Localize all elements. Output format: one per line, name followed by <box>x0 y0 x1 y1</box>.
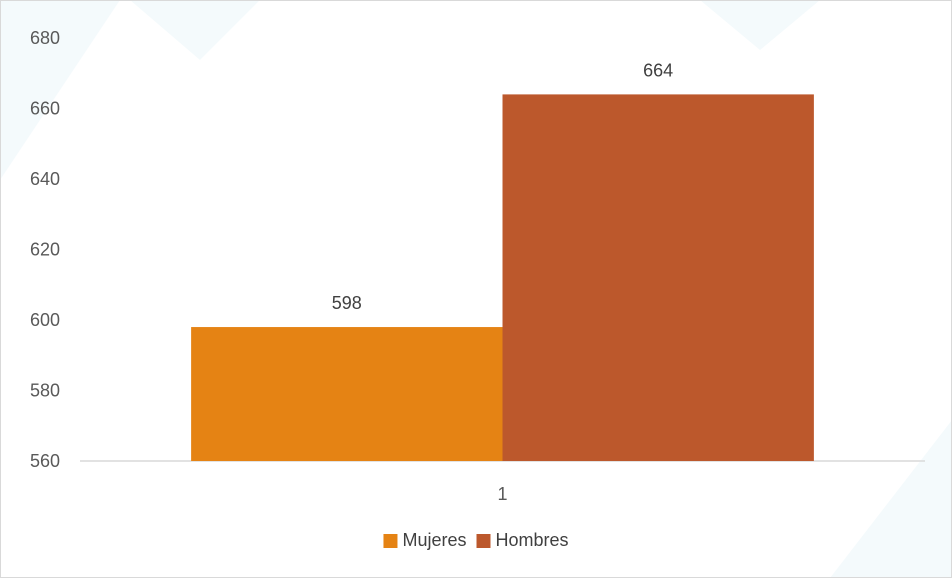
y-tick-label: 620 <box>30 240 60 260</box>
legend-swatch-mujeres <box>383 534 398 548</box>
bar-hombres <box>502 94 814 462</box>
legend-label-hombres: Hombres <box>496 530 569 550</box>
legend-label-mujeres: Mujeres <box>402 530 466 550</box>
bars-group <box>191 94 814 462</box>
x-tick-label: 1 <box>497 484 507 504</box>
y-tick-label: 580 <box>30 381 60 401</box>
legend-swatch-hombres <box>476 534 491 548</box>
data-label-mujeres: 598 <box>332 293 362 313</box>
y-axis-ticks: 560 580 600 620 640 660 680 <box>30 28 60 471</box>
y-tick-label: 560 <box>30 451 60 471</box>
y-tick-label: 660 <box>30 99 60 119</box>
y-tick-label: 680 <box>30 28 60 48</box>
legend: Mujeres Hombres <box>383 530 569 550</box>
x-axis-ticks: 1 <box>497 484 507 504</box>
y-tick-label: 600 <box>30 310 60 330</box>
data-labels-group: 598 664 <box>332 60 673 313</box>
data-label-hombres: 664 <box>643 60 673 80</box>
bar-mujeres <box>191 327 503 461</box>
y-tick-label: 640 <box>30 169 60 189</box>
